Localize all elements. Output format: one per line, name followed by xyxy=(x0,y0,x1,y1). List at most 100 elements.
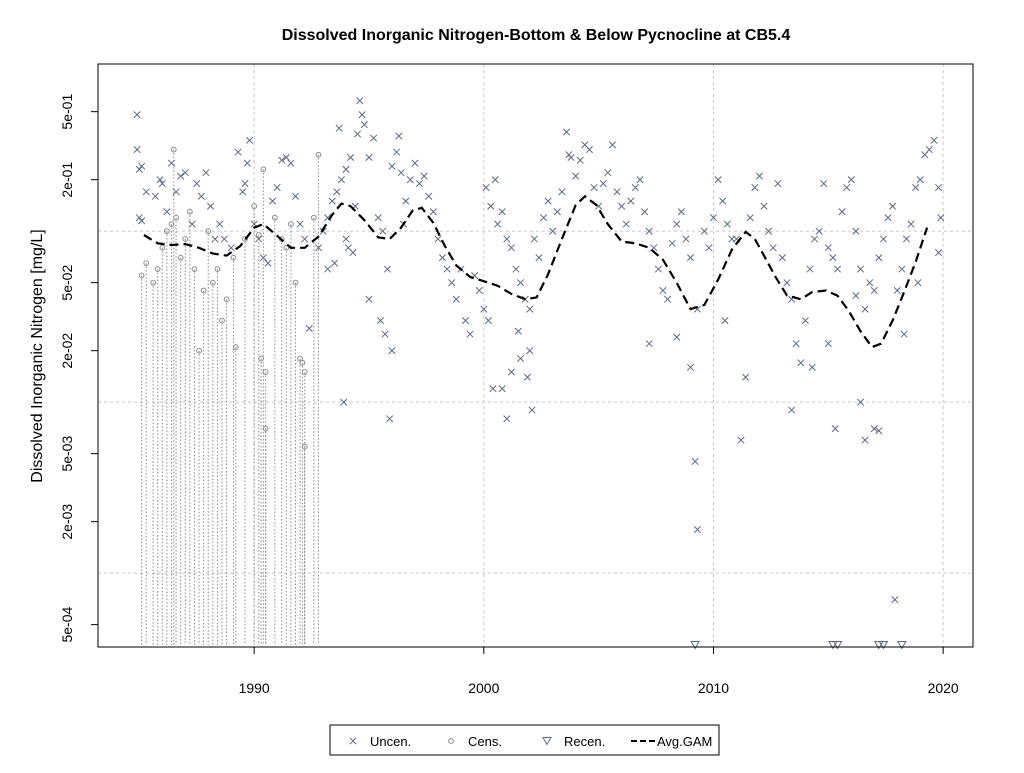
y-tick-label: 5e-01 xyxy=(59,94,75,130)
uncensored-point xyxy=(572,172,580,180)
recensored-point xyxy=(896,641,907,650)
uncensored-point xyxy=(618,202,626,210)
y-tick-label: 5e-04 xyxy=(59,607,75,643)
uncensored-point xyxy=(879,235,887,243)
uncensored-point xyxy=(239,188,247,196)
uncensored-point xyxy=(234,148,242,156)
censored-point xyxy=(214,266,221,273)
uncensored-point xyxy=(517,279,525,287)
uncensored-point xyxy=(379,227,387,235)
uncensored-point xyxy=(788,406,796,414)
uncensored-point xyxy=(627,197,635,205)
legend-symbol-recen xyxy=(542,737,552,746)
uncensored-point xyxy=(631,183,639,192)
uncensored-point xyxy=(856,265,865,273)
recensored-point xyxy=(873,641,884,650)
uncensored-point xyxy=(528,406,536,414)
gridlines xyxy=(98,64,973,647)
uncensored-point xyxy=(142,188,150,196)
uncensored-point xyxy=(133,146,141,154)
uncensored-point xyxy=(360,121,368,129)
censored-point xyxy=(288,221,294,228)
uncensored-point xyxy=(539,214,548,222)
uncensored-point xyxy=(714,176,722,184)
uncensored-point xyxy=(723,220,731,228)
uncensored-point xyxy=(491,176,499,184)
censored-point xyxy=(182,236,189,242)
uncensored-point xyxy=(902,235,910,243)
uncensored-point xyxy=(498,385,506,393)
recensored-point xyxy=(828,641,838,650)
uncensored-point xyxy=(875,254,883,262)
censored-point xyxy=(297,355,303,362)
uncensored-point xyxy=(211,235,219,243)
censored-point xyxy=(191,266,198,273)
uncensored-point xyxy=(420,172,428,180)
uncensored-point xyxy=(374,214,382,222)
chart-title: Dissolved Inorganic Nitrogen-Bottom & Be… xyxy=(282,27,791,44)
uncensored-point xyxy=(475,286,483,295)
uncensored-point xyxy=(264,259,272,267)
uncensored-point xyxy=(512,265,520,273)
uncensored-point xyxy=(342,235,350,243)
uncensored-point xyxy=(673,333,681,341)
y-tick-label: 2e-03 xyxy=(59,504,75,540)
uncensored-point xyxy=(135,165,143,173)
uncensored-point xyxy=(562,128,571,136)
censored-point xyxy=(271,214,278,221)
uncensored-point xyxy=(797,359,805,367)
legend-label: Avg.GAM xyxy=(657,734,712,749)
gam-line xyxy=(143,194,929,349)
uncensored-point xyxy=(705,244,713,252)
uncensored-point xyxy=(305,324,313,332)
uncensored-point xyxy=(356,97,364,105)
censored-point xyxy=(209,279,216,286)
uncensored-point xyxy=(135,214,143,222)
censored-point xyxy=(138,272,145,279)
uncensored-point xyxy=(480,305,488,313)
uncensored-point xyxy=(608,141,616,149)
uncensored-point xyxy=(686,254,695,262)
uncensored-point xyxy=(243,159,251,167)
uncensored-point xyxy=(751,183,759,192)
uncensored-point xyxy=(838,208,846,216)
uncensored-point xyxy=(737,436,745,444)
uncensored-point xyxy=(349,248,357,257)
uncensored-point xyxy=(852,292,860,300)
uncensored-point xyxy=(599,179,607,188)
uncensored-point xyxy=(489,385,497,393)
uncensored-point xyxy=(177,172,185,180)
uncensored-point xyxy=(535,254,543,262)
uncensored-point xyxy=(246,136,254,144)
uncensored-point xyxy=(778,254,786,262)
uncensored-point xyxy=(686,363,695,371)
uncensored-point xyxy=(466,330,474,338)
uncensored-point xyxy=(503,235,511,243)
uncensored-point xyxy=(843,183,851,192)
y-tick-label: 2e-01 xyxy=(59,162,75,198)
uncensored-point xyxy=(824,340,832,348)
uncensored-point xyxy=(673,220,681,228)
uncensored-point xyxy=(590,183,598,192)
uncensored-point xyxy=(746,214,754,222)
x-tick-label: 2020 xyxy=(928,680,959,696)
uncensored-point xyxy=(448,279,456,287)
uncensored-point xyxy=(925,146,933,154)
uncensored-point xyxy=(381,330,389,338)
uncensored-point xyxy=(461,317,470,325)
uncensored-point xyxy=(328,197,336,205)
uncensored-series xyxy=(133,97,945,604)
uncensored-point xyxy=(259,254,267,262)
uncensored-point xyxy=(693,525,701,534)
x-axis: 1990 2000 2010 2020 xyxy=(239,646,959,696)
uncensored-point xyxy=(358,111,366,119)
uncensored-point xyxy=(172,188,180,196)
uncensored-point xyxy=(241,179,249,188)
censored-point xyxy=(230,254,237,261)
uncensored-point xyxy=(197,192,205,200)
uncensored-point xyxy=(342,165,350,173)
uncensored-point xyxy=(700,227,708,235)
uncensored-point xyxy=(884,214,892,222)
censored-point xyxy=(260,166,267,173)
uncensored-point xyxy=(335,124,343,132)
